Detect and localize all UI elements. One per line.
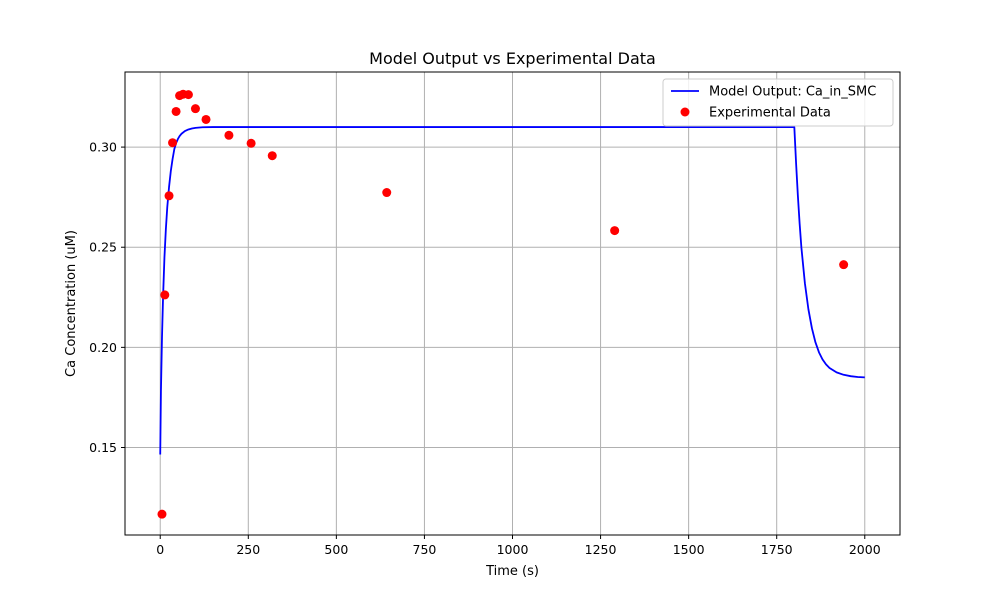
x-tick-label: 2000 (849, 542, 881, 557)
axis-ticks: 0 250 500 750 1000 1250 1500 1750 2000 0.15 0.20 0.… (89, 140, 881, 557)
y-tick-label: 0.15 (89, 440, 117, 455)
x-tick-label: 500 (324, 542, 348, 557)
data-point-experimental (157, 509, 167, 519)
legend-label-model-output: Model Output: Ca_in_SMC (709, 85, 876, 100)
data-point-experimental (168, 138, 178, 148)
data-point-experimental (183, 90, 193, 100)
x-tick-label: 250 (236, 542, 260, 557)
legend-swatch-experimental-data (680, 107, 690, 117)
data-point-experimental (224, 130, 234, 140)
data-point-experimental (160, 290, 170, 300)
y-tick-label: 0.25 (89, 240, 117, 255)
y-axis-title: Ca Concentration (uM) (64, 230, 79, 377)
grid-lines (125, 72, 900, 535)
x-tick-label: 0 (156, 542, 164, 557)
data-point-experimental (201, 114, 211, 124)
legend: Model Output: Ca_in_SMC Experimental Dat… (662, 78, 894, 127)
data-point-experimental (190, 104, 200, 114)
chart-title: Model Output vs Experimental Data (369, 49, 656, 68)
data-point-experimental (267, 151, 277, 161)
y-tick-label: 0.30 (89, 140, 117, 155)
series-line-model-output (159, 126, 865, 455)
x-tick-label: 1750 (761, 542, 793, 557)
data-point-experimental (164, 191, 174, 201)
data-point-experimental (610, 226, 620, 236)
x-tick-label: 1000 (497, 542, 529, 557)
legend-label-experimental-data: Experimental Data (709, 106, 831, 121)
x-axis-title: Time (s) (485, 564, 539, 579)
data-point-experimental (382, 188, 392, 198)
x-tick-label: 1500 (673, 542, 705, 557)
x-tick-label: 1250 (585, 542, 617, 557)
data-point-experimental (839, 260, 849, 270)
data-point-experimental (171, 106, 181, 116)
x-tick-label: 750 (413, 542, 437, 557)
y-tick-label: 0.20 (89, 340, 117, 355)
legend-box (662, 78, 894, 127)
series-layer (157, 89, 865, 519)
data-point-experimental (246, 138, 256, 148)
